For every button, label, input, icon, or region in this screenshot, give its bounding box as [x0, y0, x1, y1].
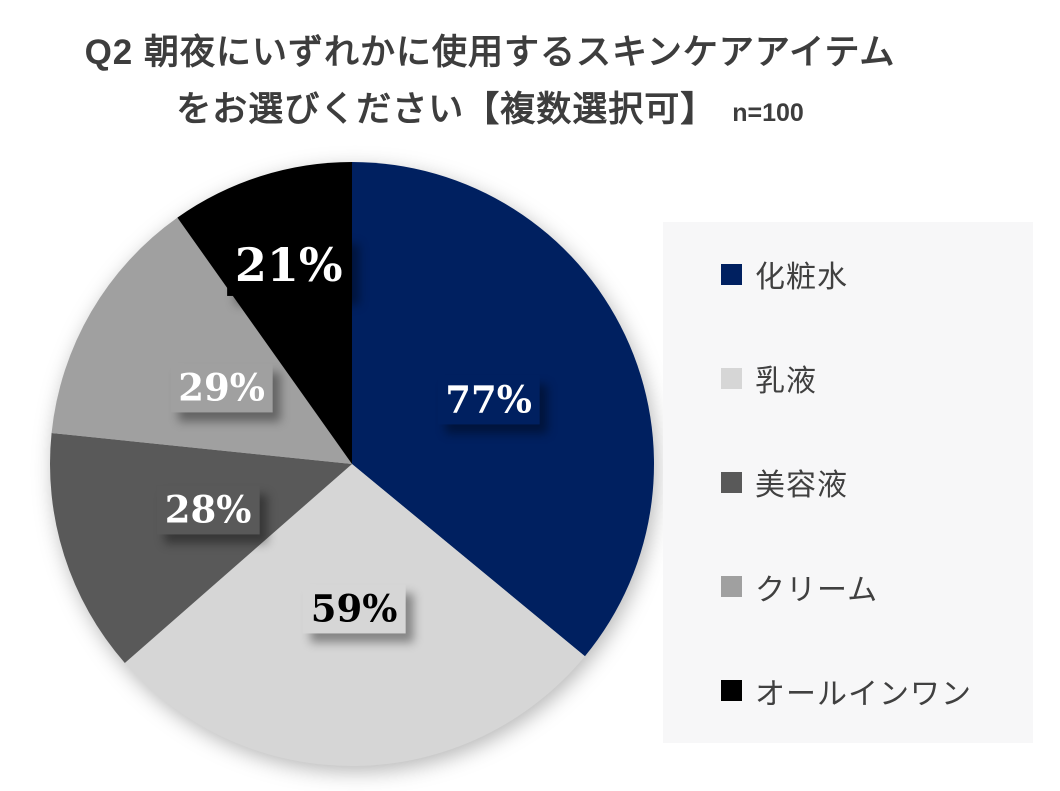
legend-label: オールインワン	[755, 677, 972, 711]
legend-swatch-icon	[721, 367, 742, 389]
legend-item-1: 乳液	[721, 356, 1033, 400]
pie-data-label-2: 28%	[156, 485, 260, 535]
pie-data-label-3: 29%	[170, 363, 273, 413]
legend-item-2: 美容液	[721, 460, 1033, 504]
pie-data-label-4: 21%	[226, 235, 351, 296]
legend-label: クリーム	[755, 573, 879, 607]
pie-slice-2	[49, 433, 352, 663]
legend-label: 化粧水	[755, 261, 848, 295]
legend: 化粧水乳液美容液クリームオールインワン	[663, 222, 1033, 743]
legend-item-0: 化粧水	[721, 252, 1033, 296]
legend-item-3: クリーム	[721, 565, 1033, 609]
legend-swatch-icon	[721, 680, 742, 702]
pie-slice-3	[51, 217, 353, 464]
title-line-2-wrap: をお選びください【複数選択可】 n=100	[10, 81, 970, 142]
pie-chart	[49, 162, 655, 766]
sample-size: n=100	[732, 99, 804, 127]
legend-swatch-icon	[721, 576, 742, 598]
title-line-1: Q2 朝夜にいずれかに使用するスキンケアアイテム	[84, 33, 896, 72]
pie-data-label-0: 77%	[437, 375, 540, 425]
legend-label: 美容液	[755, 469, 848, 503]
chart-title: Q2 朝夜にいずれかに使用するスキンケアアイテム をお選びください【複数選択可】…	[10, 24, 970, 142]
legend-swatch-icon	[721, 471, 742, 493]
title-line-2: をお選びください【複数選択可】	[176, 90, 717, 129]
legend-label: 乳液	[755, 365, 817, 399]
legend-item-4: オールインワン	[721, 669, 1033, 713]
legend-swatch-icon	[721, 263, 742, 285]
pie-data-label-1: 59%	[302, 584, 406, 634]
